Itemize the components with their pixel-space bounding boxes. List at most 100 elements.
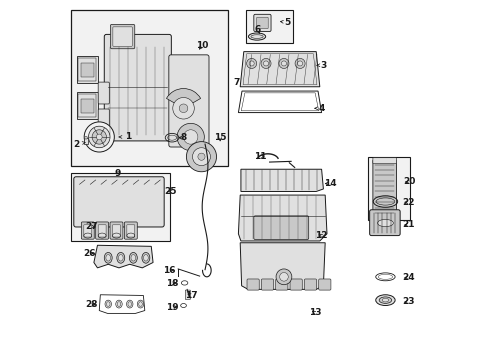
Text: 6: 6 bbox=[254, 25, 261, 34]
Bar bbox=[84, 138, 88, 144]
Polygon shape bbox=[240, 51, 319, 87]
FancyBboxPatch shape bbox=[253, 216, 308, 239]
FancyBboxPatch shape bbox=[98, 82, 109, 104]
FancyBboxPatch shape bbox=[318, 279, 330, 290]
Ellipse shape bbox=[117, 252, 124, 263]
Ellipse shape bbox=[106, 255, 110, 261]
Ellipse shape bbox=[375, 295, 394, 306]
Polygon shape bbox=[240, 243, 325, 289]
Circle shape bbox=[84, 122, 114, 152]
Circle shape bbox=[261, 58, 270, 68]
FancyBboxPatch shape bbox=[104, 35, 171, 141]
Circle shape bbox=[96, 134, 102, 140]
Ellipse shape bbox=[104, 252, 112, 263]
Circle shape bbox=[177, 123, 204, 150]
Text: 11: 11 bbox=[253, 152, 265, 161]
Circle shape bbox=[84, 136, 87, 139]
FancyBboxPatch shape bbox=[96, 222, 108, 239]
Bar bbox=[71, 173, 169, 241]
Text: 14: 14 bbox=[323, 179, 335, 188]
Circle shape bbox=[246, 58, 256, 68]
Circle shape bbox=[276, 269, 291, 285]
Circle shape bbox=[183, 130, 198, 144]
FancyBboxPatch shape bbox=[253, 14, 270, 32]
FancyBboxPatch shape bbox=[304, 279, 316, 290]
Text: 20: 20 bbox=[403, 177, 415, 186]
FancyBboxPatch shape bbox=[124, 222, 137, 239]
Ellipse shape bbox=[137, 300, 143, 308]
FancyBboxPatch shape bbox=[275, 279, 287, 290]
FancyBboxPatch shape bbox=[113, 27, 132, 46]
Circle shape bbox=[198, 153, 204, 160]
FancyBboxPatch shape bbox=[126, 225, 135, 237]
Text: 15: 15 bbox=[213, 133, 226, 142]
Ellipse shape bbox=[131, 255, 135, 261]
Text: 3: 3 bbox=[316, 61, 326, 70]
Ellipse shape bbox=[143, 255, 148, 261]
FancyBboxPatch shape bbox=[372, 159, 396, 218]
Circle shape bbox=[263, 61, 268, 66]
Bar bbox=[367, 157, 409, 220]
Text: 23: 23 bbox=[402, 297, 414, 306]
FancyBboxPatch shape bbox=[372, 158, 396, 163]
FancyBboxPatch shape bbox=[110, 222, 122, 239]
FancyBboxPatch shape bbox=[83, 225, 92, 237]
FancyBboxPatch shape bbox=[112, 225, 120, 237]
Text: 24: 24 bbox=[402, 273, 414, 282]
FancyBboxPatch shape bbox=[110, 24, 135, 49]
FancyBboxPatch shape bbox=[256, 17, 267, 29]
Text: 27: 27 bbox=[85, 222, 98, 231]
Polygon shape bbox=[238, 195, 326, 241]
Ellipse shape bbox=[142, 252, 149, 263]
Bar bbox=[81, 63, 94, 77]
Ellipse shape bbox=[129, 252, 137, 263]
Text: 19: 19 bbox=[166, 303, 179, 312]
Ellipse shape bbox=[105, 300, 111, 308]
Text: 18: 18 bbox=[166, 279, 179, 288]
Ellipse shape bbox=[377, 220, 392, 226]
FancyBboxPatch shape bbox=[98, 225, 106, 237]
Text: 12: 12 bbox=[315, 231, 327, 240]
FancyBboxPatch shape bbox=[77, 56, 98, 83]
Circle shape bbox=[92, 130, 106, 144]
Text: 9: 9 bbox=[114, 169, 120, 178]
Circle shape bbox=[281, 61, 286, 66]
Ellipse shape bbox=[378, 297, 391, 303]
Text: 21: 21 bbox=[402, 220, 414, 229]
Circle shape bbox=[279, 273, 287, 281]
FancyBboxPatch shape bbox=[261, 279, 273, 290]
Bar bbox=[246, 10, 292, 42]
FancyBboxPatch shape bbox=[74, 177, 164, 227]
FancyBboxPatch shape bbox=[81, 222, 94, 239]
Ellipse shape bbox=[126, 300, 133, 308]
FancyBboxPatch shape bbox=[168, 55, 208, 147]
Circle shape bbox=[192, 148, 210, 166]
Text: 28: 28 bbox=[85, 300, 98, 309]
FancyBboxPatch shape bbox=[289, 279, 302, 290]
Circle shape bbox=[88, 126, 110, 148]
FancyBboxPatch shape bbox=[77, 92, 98, 119]
Text: 1: 1 bbox=[119, 132, 131, 141]
Text: 8: 8 bbox=[179, 133, 186, 142]
Circle shape bbox=[249, 61, 254, 66]
FancyBboxPatch shape bbox=[369, 210, 399, 235]
Bar bbox=[70, 10, 228, 166]
Wedge shape bbox=[166, 89, 200, 108]
Ellipse shape bbox=[382, 298, 388, 302]
Polygon shape bbox=[94, 245, 153, 268]
Circle shape bbox=[186, 141, 216, 172]
Text: 25: 25 bbox=[164, 187, 177, 196]
Polygon shape bbox=[241, 169, 323, 192]
Circle shape bbox=[294, 58, 305, 68]
FancyBboxPatch shape bbox=[185, 290, 190, 300]
Text: 26: 26 bbox=[83, 249, 96, 258]
Text: 7: 7 bbox=[233, 78, 239, 87]
Circle shape bbox=[278, 58, 288, 68]
Text: 13: 13 bbox=[308, 308, 321, 317]
FancyBboxPatch shape bbox=[246, 279, 259, 290]
Text: 17: 17 bbox=[185, 291, 197, 300]
Circle shape bbox=[179, 104, 187, 113]
Bar bbox=[81, 99, 94, 113]
Text: 4: 4 bbox=[314, 104, 324, 113]
Circle shape bbox=[297, 61, 302, 66]
